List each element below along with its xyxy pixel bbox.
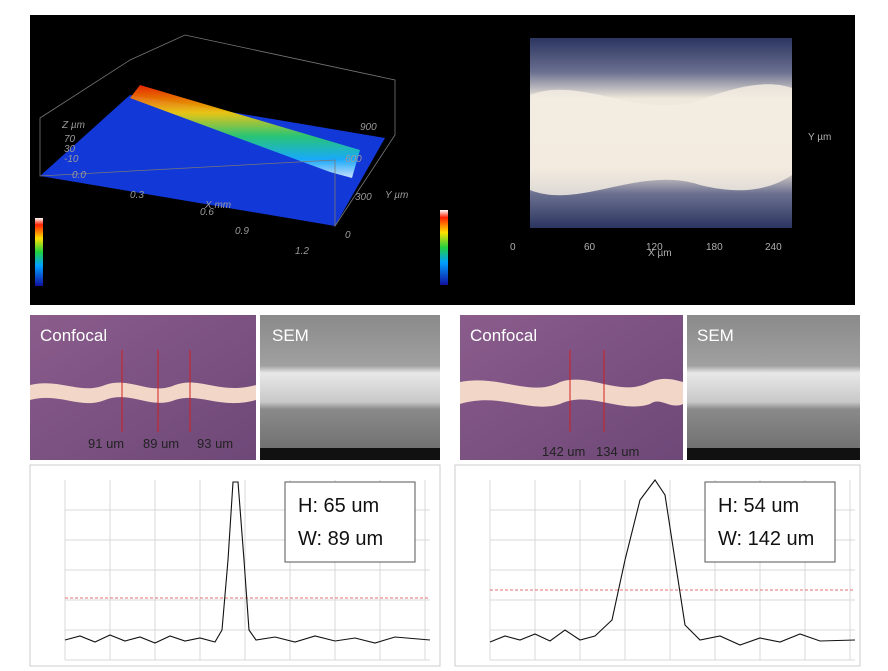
sem-footer — [687, 448, 860, 460]
tick-label: 0 — [345, 230, 351, 241]
colorbar — [440, 210, 448, 285]
axis-label: Y µm — [808, 132, 831, 143]
image-panels: Confocal 91 um 89 um 93 um SEM Confocal … — [30, 315, 860, 460]
measurement: 89 um — [143, 436, 179, 451]
tick-label: 30 — [64, 144, 76, 155]
profile-plots: H: 65 um W: 89 um H: 54 um W: 142 um — [29, 464, 861, 667]
annotation-box — [284, 481, 416, 563]
axis-label: X µm — [648, 248, 672, 259]
tick-label: 240 — [765, 242, 782, 253]
track — [30, 382, 256, 404]
tick-label: 300 — [355, 192, 372, 203]
height-annotation: H: 54 um — [718, 495, 799, 517]
tick-label: 600 — [345, 154, 362, 165]
panel-label: SEM — [272, 326, 309, 345]
tick-label: 0.3 — [130, 190, 144, 201]
tick-label: 0.0 — [72, 170, 86, 181]
panel-label: Confocal — [40, 326, 107, 345]
top-panel: Z µm 70 30 -10 0.0 0.3 0.6 0.9 1.2 X mm … — [30, 15, 855, 305]
axis-label: Y µm — [385, 190, 408, 201]
tick-label: 70 — [64, 134, 76, 145]
measurement: 91 um — [88, 436, 124, 451]
panel-label: Confocal — [470, 326, 537, 345]
annotation-box — [704, 481, 836, 563]
sem-image — [260, 315, 440, 460]
width-annotation: W: 89 um — [298, 528, 383, 550]
profile-curve — [489, 479, 856, 646]
tick-label: 0 — [510, 242, 516, 253]
colorbar — [35, 218, 43, 286]
tick-label: 900 — [360, 122, 377, 133]
axis-label: Z µm — [61, 120, 85, 131]
tick-label: 0.6 — [200, 207, 214, 218]
tick-label: 60 — [584, 242, 596, 253]
surface — [40, 95, 385, 226]
measurement: 142 um — [542, 444, 585, 459]
axis-label: X mm — [204, 200, 231, 211]
sem-image — [687, 315, 860, 460]
ridge — [130, 85, 360, 178]
sem-footer — [260, 448, 440, 460]
track — [530, 84, 792, 196]
bounding-box — [39, 34, 396, 228]
measurement: 134 um — [596, 444, 639, 459]
measurement: 93 um — [197, 436, 233, 451]
tick-label: 0.9 — [235, 226, 249, 237]
panel-label: SEM — [697, 326, 734, 345]
profile-curve — [64, 481, 431, 644]
tick-label: 1.2 — [295, 246, 309, 257]
height-annotation: H: 65 um — [298, 495, 379, 517]
width-annotation: W: 142 um — [718, 528, 814, 550]
track — [460, 378, 683, 407]
tick-label: 180 — [706, 242, 723, 253]
tick-label: -10 — [64, 154, 79, 165]
tick-label: 120 — [646, 242, 663, 253]
